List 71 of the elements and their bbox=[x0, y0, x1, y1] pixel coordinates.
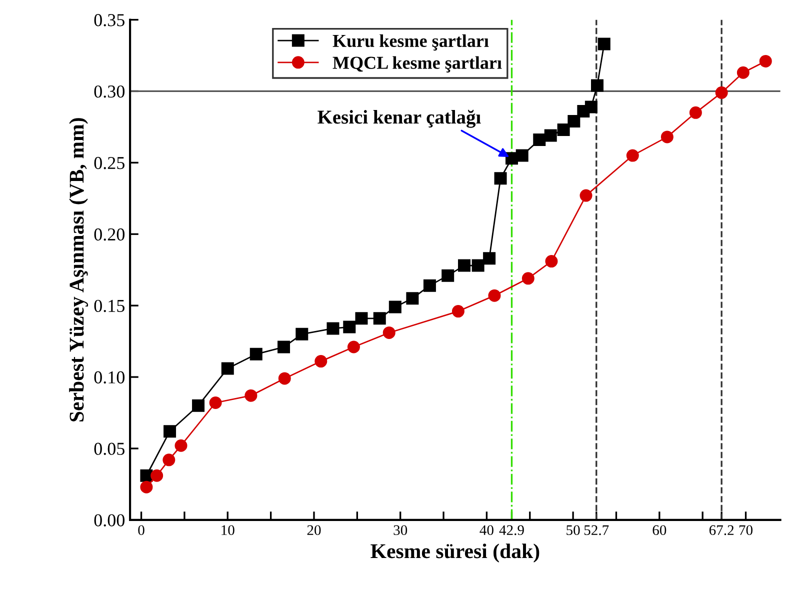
point bbox=[373, 312, 386, 325]
point bbox=[689, 106, 702, 119]
y-axis-title: Serbest Yüzey Aşınması (VB, mm) bbox=[69, 118, 88, 422]
y-tick-label: 0.00 bbox=[94, 514, 125, 526]
point bbox=[278, 372, 291, 385]
point bbox=[590, 79, 604, 92]
y-tick-label: 0.30 bbox=[94, 85, 125, 98]
point bbox=[326, 322, 340, 335]
point bbox=[209, 396, 222, 409]
point bbox=[544, 129, 557, 142]
legend-label: Kuru kesme şartları bbox=[332, 34, 489, 51]
point bbox=[494, 172, 507, 185]
point bbox=[660, 130, 674, 144]
point bbox=[759, 54, 772, 68]
x-axis-title: Kesme süresi (dak) bbox=[370, 544, 540, 562]
x-tick-label: 50 bbox=[566, 525, 580, 536]
point bbox=[250, 348, 262, 360]
x-tick-label: 52.7 bbox=[584, 525, 609, 536]
point bbox=[557, 124, 570, 136]
point bbox=[516, 149, 528, 162]
point bbox=[458, 259, 470, 272]
point bbox=[244, 389, 258, 402]
point bbox=[278, 340, 290, 354]
point bbox=[568, 114, 580, 128]
x-tick-label: 20 bbox=[307, 525, 321, 536]
y-tick-label: 0.10 bbox=[94, 371, 125, 384]
point bbox=[296, 328, 308, 340]
point bbox=[388, 300, 402, 314]
point bbox=[736, 66, 750, 79]
x-tick-label: 60 bbox=[652, 525, 666, 536]
x-tick-label: 10 bbox=[222, 525, 234, 536]
point bbox=[406, 292, 419, 305]
point bbox=[314, 355, 328, 368]
point bbox=[150, 469, 164, 482]
point bbox=[715, 86, 728, 99]
point bbox=[598, 38, 610, 50]
point bbox=[626, 149, 639, 162]
x-tick-label: 42.9 bbox=[499, 525, 524, 536]
point bbox=[343, 320, 356, 334]
point bbox=[488, 289, 501, 302]
x-tick-label: 30 bbox=[394, 525, 408, 536]
point bbox=[192, 399, 205, 412]
x-tick-label: 67.2 bbox=[709, 525, 734, 536]
y-tick-label: 0.25 bbox=[94, 156, 124, 170]
point bbox=[533, 134, 546, 146]
y-tick-label: 0.15 bbox=[94, 300, 124, 312]
point bbox=[483, 252, 496, 265]
point bbox=[162, 454, 176, 466]
y-tick-label: 0.35 bbox=[94, 14, 124, 26]
x-tick-label: 70 bbox=[739, 525, 753, 536]
point bbox=[545, 255, 558, 268]
y-tick-label: 0.20 bbox=[94, 228, 125, 241]
point bbox=[164, 425, 176, 438]
point bbox=[174, 439, 188, 452]
point bbox=[347, 340, 360, 354]
point bbox=[580, 189, 592, 202]
annotation: Kesici kenar çatlağı bbox=[318, 110, 481, 128]
point bbox=[522, 272, 534, 285]
x-tick-label: 40 bbox=[480, 525, 494, 536]
point bbox=[140, 480, 153, 494]
point bbox=[382, 326, 396, 339]
point bbox=[221, 362, 234, 375]
point bbox=[472, 259, 484, 272]
legend-label: MQCL kesme şartları bbox=[332, 56, 502, 72]
point bbox=[355, 312, 368, 325]
point bbox=[584, 100, 598, 114]
point bbox=[442, 269, 454, 282]
point bbox=[423, 279, 436, 292]
y-tick-label: 0.05 bbox=[94, 442, 124, 455]
point bbox=[452, 305, 464, 318]
x-tick-label: 0 bbox=[138, 525, 144, 536]
